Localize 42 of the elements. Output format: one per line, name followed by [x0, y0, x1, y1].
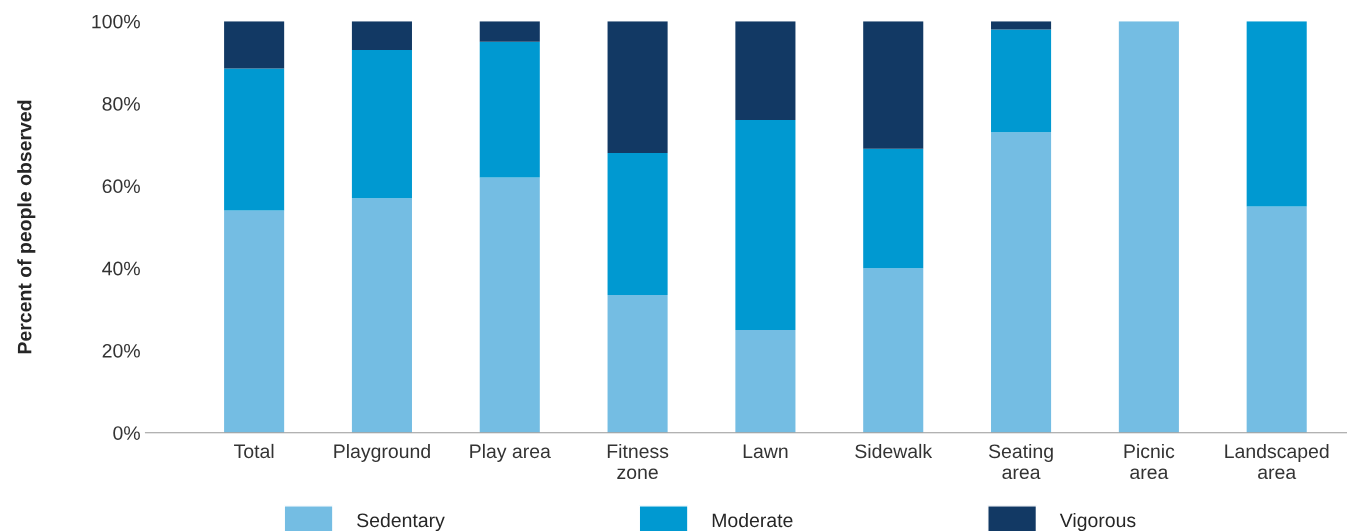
bar: [863, 268, 924, 433]
legend-label: Vigorous: [1059, 512, 1136, 531]
x-tick-label: Fitness zone: [607, 443, 669, 480]
bar: [351, 198, 412, 433]
x-tick-label: Playground: [334, 443, 430, 462]
x-tick-label: Total: [234, 443, 274, 459]
bar: [607, 21, 668, 153]
bar: [351, 50, 412, 199]
y-tick-label: 80%: [102, 97, 140, 111]
bar: [351, 21, 412, 51]
x-tick-label: Sidewalk: [855, 443, 933, 459]
bar: [224, 68, 285, 211]
bar: [479, 177, 540, 433]
bar: [479, 41, 540, 178]
legend-label: Moderate: [712, 512, 793, 528]
bar: [1118, 21, 1179, 433]
bar: [863, 148, 924, 269]
bar: [863, 21, 924, 149]
x-tick-label: Lawn: [743, 444, 788, 459]
bar: [991, 132, 1052, 433]
y-tick-label: 60%: [102, 179, 140, 194]
bar: [735, 329, 796, 433]
legend-label: Sedentary: [357, 512, 445, 531]
x-tick-label: Picnic area: [1124, 443, 1175, 480]
bar: [607, 152, 668, 295]
bar: [735, 120, 796, 330]
y-tick-label: 40%: [102, 261, 140, 276]
y-axis-title: Percent of people observed: [17, 100, 36, 354]
bar: [479, 21, 540, 42]
bar: [991, 29, 1052, 133]
bar: [607, 294, 668, 433]
bar: [224, 21, 285, 69]
y-tick-label: 100%: [92, 14, 140, 29]
x-tick-label: Play area: [470, 443, 551, 462]
x-tick-label: Seating area: [988, 443, 1053, 480]
x-tick-label: Landscaped area: [1225, 443, 1329, 480]
bar: [224, 210, 285, 433]
y-tick-label: 0%: [113, 426, 140, 440]
bar: [735, 21, 796, 121]
bar: [1246, 21, 1307, 207]
bar: [1246, 206, 1307, 433]
y-tick-label: 20%: [102, 343, 140, 358]
